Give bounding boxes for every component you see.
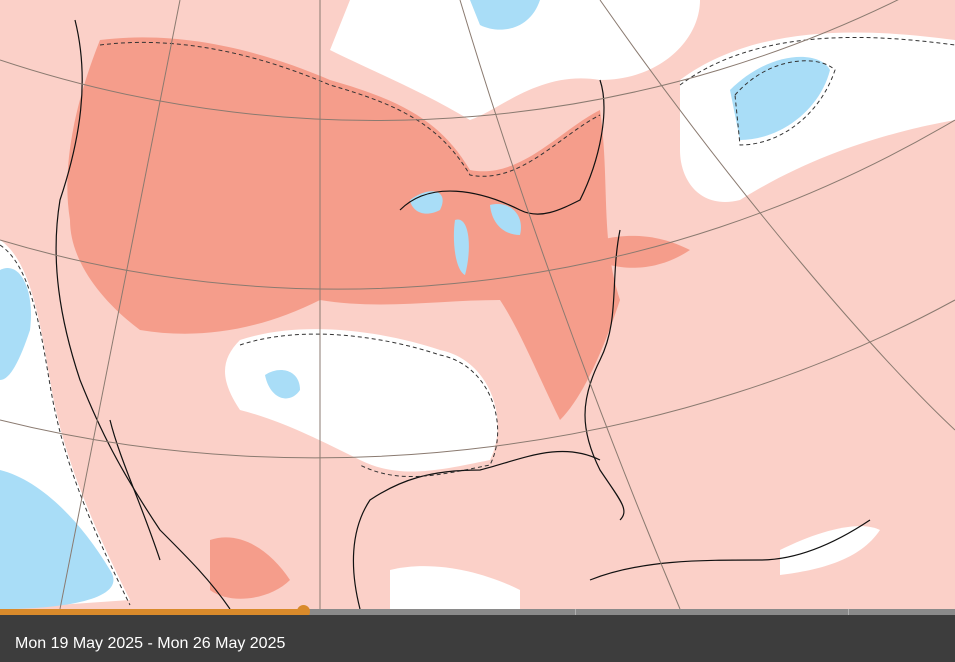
timeline-progress: [0, 609, 304, 615]
footer-bar: Mon 19 May 2025 - Mon 26 May 2025: [0, 615, 955, 662]
cool-anomaly: [0, 0, 830, 609]
warm-anomaly-strong: [67, 37, 690, 599]
timeline-slider[interactable]: [0, 605, 955, 618]
timeline-tick: [848, 609, 849, 615]
timeline-tick: [575, 609, 576, 615]
timeline-handle[interactable]: [297, 605, 310, 618]
date-range-caption: Mon 19 May 2025 - Mon 26 May 2025: [15, 635, 286, 652]
contour-lines: [0, 36, 955, 606]
coastlines: [55, 19, 871, 609]
anomaly-map: [0, 0, 955, 609]
